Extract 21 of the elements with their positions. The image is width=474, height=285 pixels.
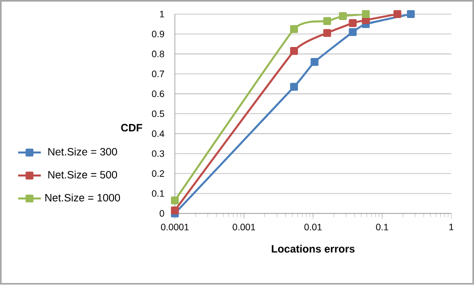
y-tick-label: 0: [160, 210, 164, 217]
y-tick-label: 0.6: [152, 90, 164, 98]
y-tick-label: 0.9: [152, 30, 164, 38]
y-axis-title: CDF: [121, 124, 142, 132]
y-tick-label: 1: [160, 11, 164, 18]
legend-label: Net.Size = 500: [48, 170, 118, 179]
x-tick-label: 0.001: [232, 224, 256, 231]
y-tick-label: 0.4: [152, 130, 164, 138]
legend-label: Net.Size = 300: [48, 148, 118, 156]
y-tick-label: 0.8: [152, 50, 164, 58]
y-tick-label: 0.5: [152, 110, 164, 118]
y-tick-label: 0.3: [152, 150, 164, 158]
x-tick-label: 0.01: [304, 224, 322, 231]
x-tick-label: 0.1: [376, 224, 388, 231]
x-tick-label: 0.0001: [161, 224, 189, 231]
legend-label: Net.Size = 1000: [45, 194, 120, 202]
y-tick-label: 0.1: [152, 190, 164, 197]
x-axis-title: Locations errors: [272, 244, 355, 253]
y-tick-label: 0.2: [152, 170, 164, 178]
x-tick-label: 1: [449, 224, 454, 230]
y-tick-label: 0.7: [152, 70, 164, 78]
